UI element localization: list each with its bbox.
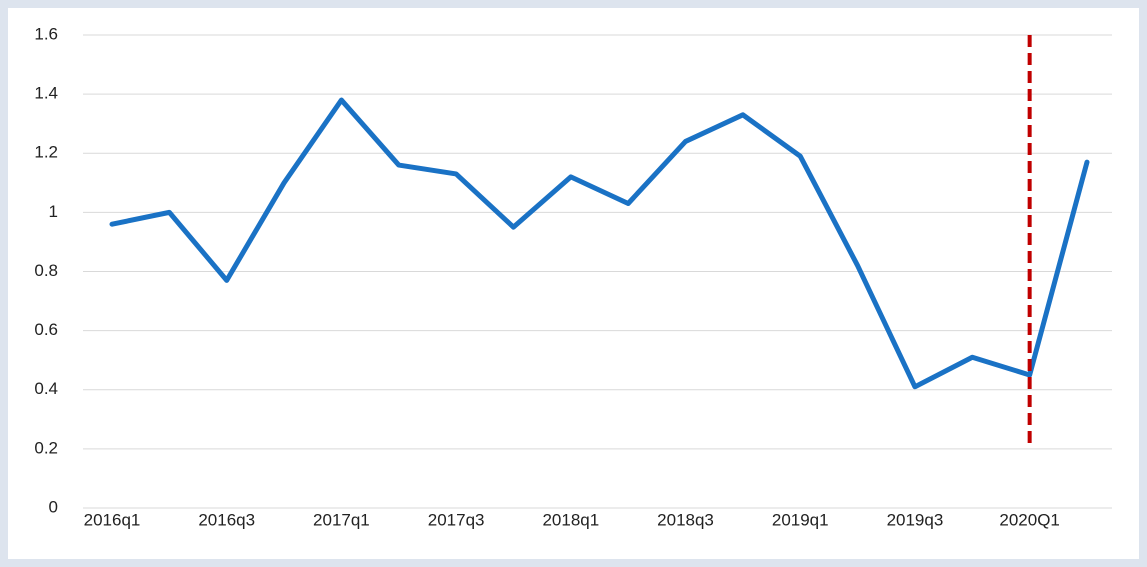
- x-tick-label: 2020Q1: [999, 510, 1060, 529]
- x-tick-label: 2019q3: [887, 510, 944, 529]
- x-tick-label: 2018q3: [657, 510, 714, 529]
- x-tick-label: 2016q1: [84, 510, 141, 529]
- y-tick-label: 0.6: [34, 320, 58, 339]
- data-line: [109, 97, 1090, 390]
- y-tick-label: 1.2: [34, 143, 58, 162]
- plot-background: [8, 8, 1139, 559]
- x-tick-label: 2016q3: [198, 510, 255, 529]
- x-tick-label: 2018q1: [542, 510, 599, 529]
- y-tick-label: 0.8: [34, 261, 58, 280]
- y-tick-label: 0.2: [34, 438, 58, 457]
- x-tick-label: 2017q3: [428, 510, 485, 529]
- y-tick-label: 1: [49, 202, 58, 221]
- y-tick-label: 1.4: [34, 84, 58, 103]
- y-tick-label: 0.4: [34, 379, 58, 398]
- x-tick-label: 2017q1: [313, 510, 370, 529]
- y-tick-label: 0: [49, 497, 58, 516]
- x-tick-label: 2019q1: [772, 510, 829, 529]
- y-tick-label: 1.6: [34, 24, 58, 43]
